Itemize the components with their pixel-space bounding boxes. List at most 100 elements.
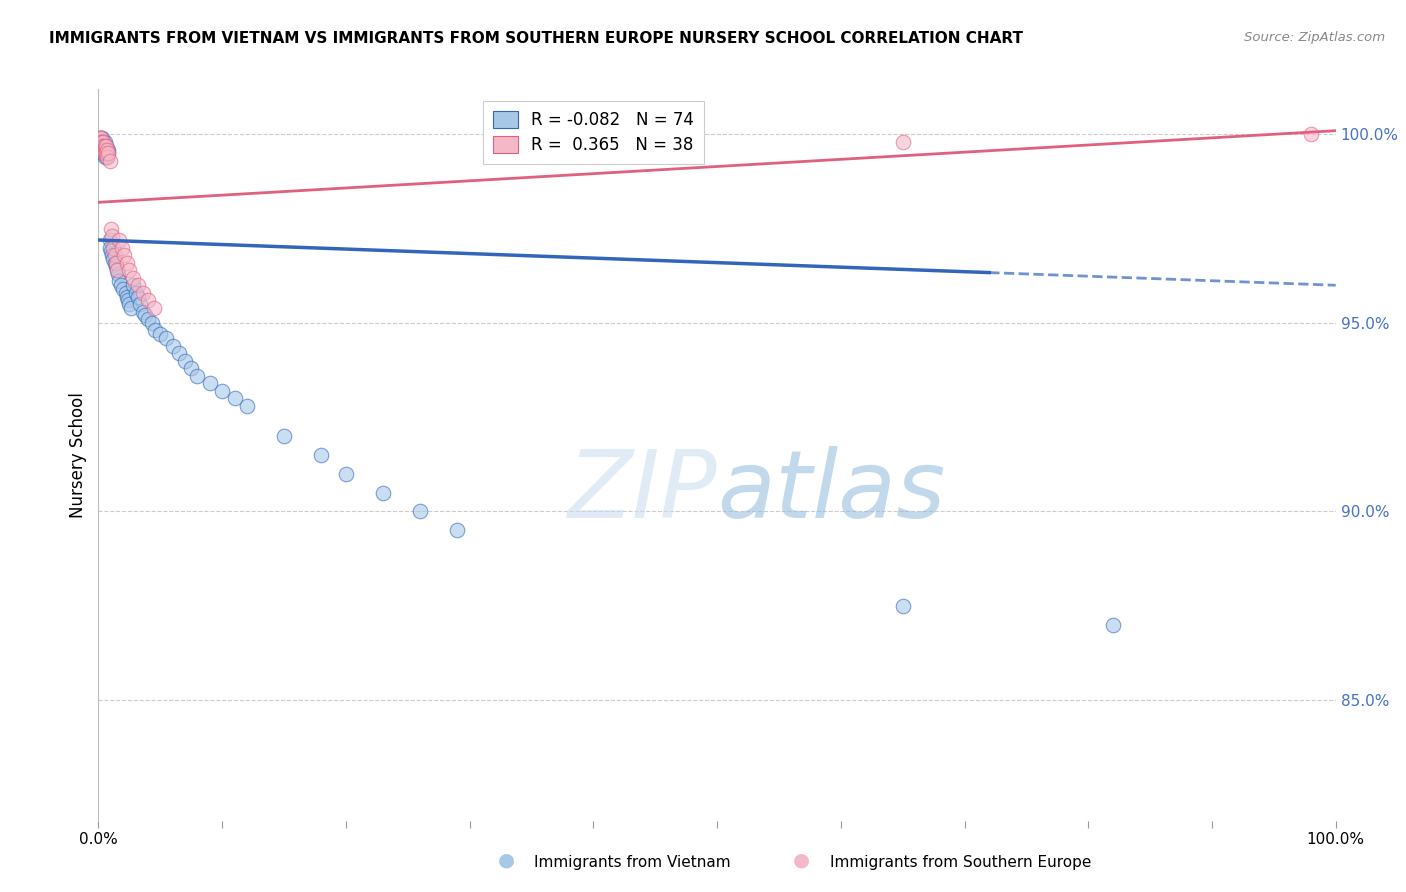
Point	[103, 255, 125, 269]
Point	[90, 138, 112, 153]
Point	[93, 146, 115, 161]
Point	[91, 135, 114, 149]
Point	[118, 263, 141, 277]
Point	[98, 233, 121, 247]
Point	[90, 131, 112, 145]
Point	[141, 316, 163, 330]
Point	[273, 429, 295, 443]
Point	[94, 146, 117, 161]
Point	[94, 138, 117, 153]
Point	[90, 135, 112, 149]
Text: IMMIGRANTS FROM VIETNAM VS IMMIGRANTS FROM SOUTHERN EUROPE NURSERY SCHOOL CORREL: IMMIGRANTS FROM VIETNAM VS IMMIGRANTS FR…	[49, 31, 1024, 46]
Point	[97, 146, 120, 161]
Point	[162, 338, 184, 352]
Point	[134, 309, 156, 323]
Point	[94, 143, 117, 157]
Point	[91, 138, 114, 153]
Point	[143, 301, 166, 315]
Y-axis label: Nursery School: Nursery School	[69, 392, 87, 518]
Text: Immigrants from Southern Europe: Immigrants from Southern Europe	[830, 855, 1091, 870]
Point	[122, 270, 145, 285]
Point	[93, 138, 115, 153]
Point	[93, 143, 115, 157]
Point	[127, 278, 149, 293]
Point	[186, 368, 208, 383]
Point	[155, 331, 177, 345]
Point	[132, 285, 155, 300]
Point	[91, 143, 114, 157]
Point	[97, 146, 120, 161]
Point	[105, 263, 128, 277]
Point	[100, 221, 122, 235]
Text: Immigrants from Vietnam: Immigrants from Vietnam	[534, 855, 731, 870]
Point	[129, 297, 152, 311]
Point	[97, 143, 120, 157]
Point	[124, 285, 146, 300]
Point	[236, 399, 259, 413]
Point	[96, 146, 118, 161]
Point	[94, 138, 117, 153]
Point	[90, 143, 112, 157]
Legend: R = -0.082   N = 74, R =  0.365   N = 38: R = -0.082 N = 74, R = 0.365 N = 38	[482, 101, 704, 164]
Point	[101, 229, 124, 244]
Point	[136, 293, 159, 308]
Point	[100, 244, 122, 259]
Text: ●: ●	[498, 851, 515, 870]
Point	[104, 260, 127, 274]
Point	[198, 376, 221, 391]
Point	[103, 241, 125, 255]
Point	[114, 285, 136, 300]
Point	[127, 289, 149, 303]
Point	[91, 143, 114, 157]
Text: atlas: atlas	[717, 446, 945, 537]
Point	[118, 297, 141, 311]
Point	[1102, 617, 1125, 632]
Point	[89, 135, 111, 149]
Point	[90, 131, 112, 145]
Point	[104, 255, 127, 269]
Point	[93, 135, 115, 149]
Point	[98, 241, 121, 255]
Point	[409, 504, 432, 518]
Point	[167, 346, 190, 360]
Point	[89, 135, 111, 149]
Point	[93, 146, 115, 161]
Point	[93, 150, 115, 164]
Point	[335, 467, 357, 481]
Point	[224, 392, 246, 406]
Point	[91, 131, 114, 145]
Point	[103, 252, 125, 266]
Point	[101, 248, 124, 262]
Point	[93, 135, 115, 149]
Point	[89, 131, 111, 145]
Point	[120, 301, 142, 315]
Point	[1299, 128, 1322, 142]
Point	[143, 324, 166, 338]
Point	[94, 146, 117, 161]
Point	[91, 138, 114, 153]
Point	[93, 146, 115, 161]
Point	[111, 241, 134, 255]
Point	[90, 135, 112, 149]
Point	[309, 448, 332, 462]
Point	[96, 150, 118, 164]
Point	[446, 524, 468, 538]
Point	[93, 143, 115, 157]
Point	[91, 146, 114, 161]
Point	[98, 153, 121, 168]
Point	[174, 353, 197, 368]
Point	[91, 135, 114, 149]
Point	[891, 135, 914, 149]
Point	[115, 255, 138, 269]
Point	[89, 131, 111, 145]
Point	[96, 143, 118, 157]
Point	[108, 233, 131, 247]
Point	[90, 138, 112, 153]
Point	[105, 263, 128, 277]
Point	[115, 289, 138, 303]
Point	[108, 275, 131, 289]
Point	[122, 278, 145, 293]
Point	[110, 278, 132, 293]
Point	[112, 282, 135, 296]
Text: Source: ZipAtlas.com: Source: ZipAtlas.com	[1244, 31, 1385, 45]
